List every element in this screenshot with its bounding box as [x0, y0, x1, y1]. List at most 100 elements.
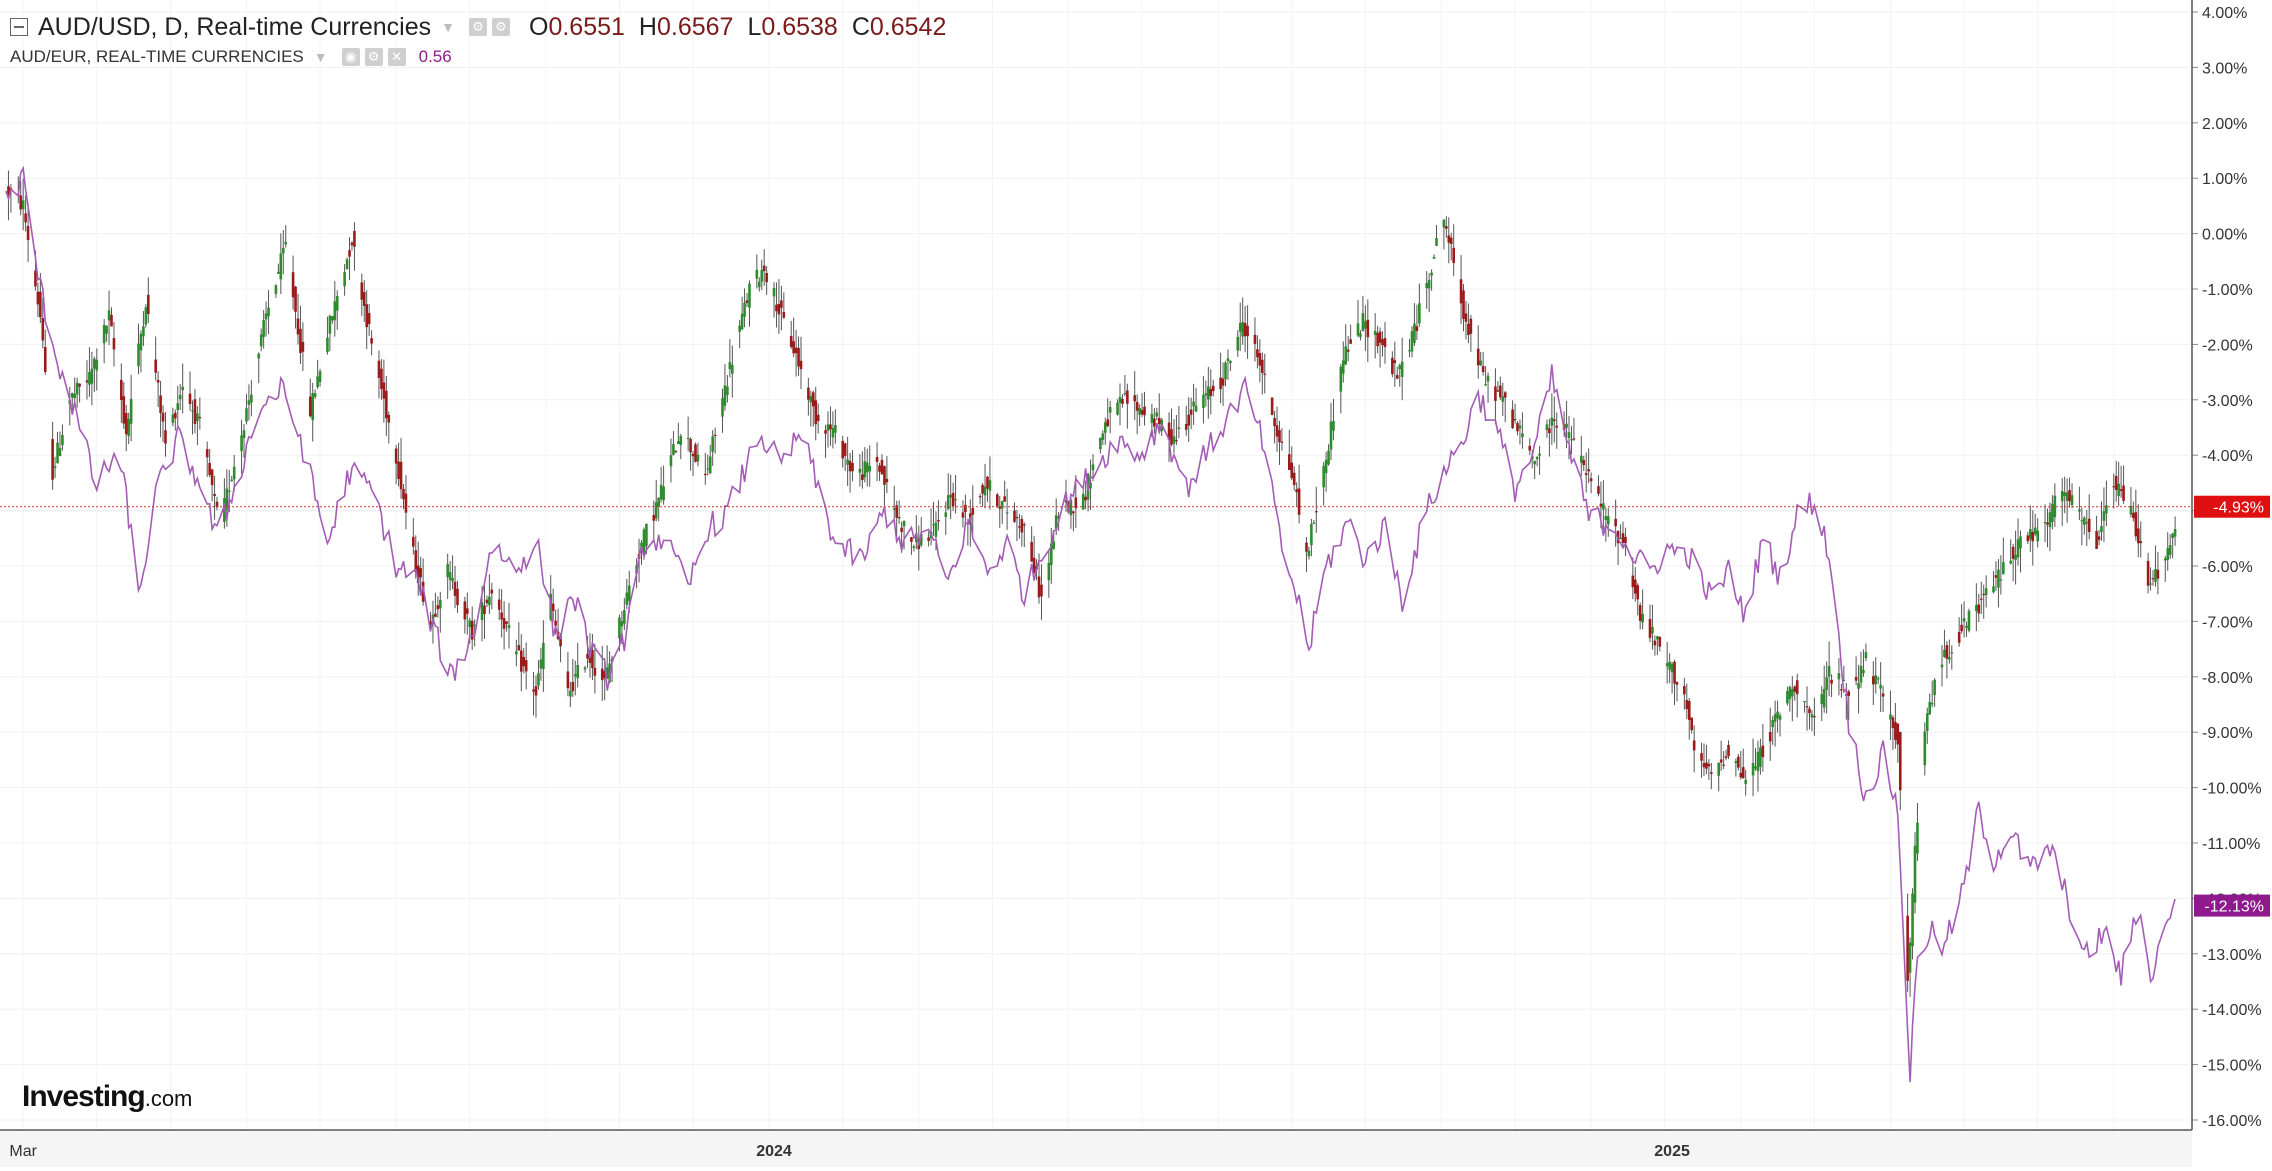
collapse-legend-button[interactable] [10, 18, 28, 36]
candle-body [1891, 717, 1895, 729]
candle-body [799, 360, 803, 370]
candle-body [1305, 542, 1308, 552]
candle-body [1494, 386, 1497, 401]
candle-body [1651, 626, 1654, 634]
candle-body [652, 515, 656, 521]
candle-body [313, 393, 317, 397]
candle-body [1579, 455, 1583, 463]
close-icon[interactable]: ✕ [387, 48, 406, 66]
candle-body [1280, 441, 1284, 443]
candle-body [2146, 560, 2150, 586]
candle-body [2063, 492, 2066, 496]
chevron-down-icon[interactable]: ▼ [313, 49, 328, 65]
candle-body [446, 564, 449, 578]
candle-body [1638, 605, 1642, 621]
candle-body [51, 439, 54, 480]
candle-body [2051, 503, 2054, 523]
candle-body [161, 412, 165, 422]
candle-body [1418, 303, 1421, 324]
candle-body [1099, 437, 1102, 450]
candle-body [694, 444, 697, 462]
candle-body [191, 410, 194, 412]
candle-body [706, 468, 710, 470]
candle-body [1140, 409, 1144, 415]
visibility-icon[interactable]: ◉ [341, 48, 360, 66]
candle-body [502, 618, 506, 629]
candle-body [713, 434, 717, 437]
candle-body [90, 368, 94, 384]
candle-body [944, 512, 948, 517]
candle-body [1459, 279, 1463, 304]
candle-body [971, 508, 975, 515]
candle-body [1081, 493, 1085, 510]
candle-body [740, 313, 744, 330]
candle-body [124, 413, 128, 435]
candle-body [1287, 454, 1291, 470]
candle-body [2139, 541, 2143, 544]
candle-body [308, 396, 312, 417]
candle-body [1037, 576, 1041, 598]
gear-icon[interactable]: ⚙ [364, 48, 383, 66]
candle-body [1700, 753, 1703, 761]
candle-body [912, 546, 916, 548]
candle-body [1791, 689, 1794, 697]
candle-body [370, 338, 373, 344]
candle-body [1685, 699, 1689, 710]
candle-body [95, 359, 99, 371]
candle-body [559, 635, 562, 647]
candle-body [1103, 422, 1107, 433]
candle-body [814, 400, 818, 425]
candle-body [36, 291, 40, 305]
settings-icon[interactable]: ⚙ [469, 18, 487, 36]
candle-body [296, 318, 300, 335]
candle-body [1889, 714, 1892, 720]
candle-body [1018, 526, 1021, 528]
compare-series-title[interactable]: AUD/EUR, REAL-TIME CURRENCIES [10, 47, 304, 66]
candle-body [2048, 512, 2052, 528]
candle-body [895, 505, 899, 518]
candle-body [139, 333, 143, 351]
open-label: O [529, 12, 549, 41]
candle-body [1366, 319, 1370, 338]
candle-body [2080, 520, 2084, 522]
candle-body [1261, 359, 1264, 374]
candle-body [1864, 652, 1868, 659]
candle-body [1373, 330, 1377, 335]
candle-body [85, 380, 89, 383]
candle-body [2105, 505, 2108, 514]
candle-body [1432, 256, 1436, 259]
open-value: 0.6551 [548, 12, 625, 41]
candle-body [1624, 536, 1627, 544]
candle-body [534, 686, 538, 696]
candle-body [1994, 575, 1998, 578]
candle-body [1339, 366, 1343, 392]
candle-body [1984, 588, 1988, 596]
candle-body [488, 596, 491, 606]
candle-body [377, 360, 381, 378]
candle-body [73, 394, 77, 399]
candle-body [1032, 557, 1036, 574]
candle-body [1683, 686, 1686, 695]
candle-body [397, 461, 400, 480]
candle-body [1879, 684, 1882, 689]
candle-body [193, 399, 197, 424]
chevron-down-icon[interactable]: ▼ [441, 19, 455, 35]
candle-body [1948, 657, 1951, 660]
candle-body [1945, 645, 1949, 659]
candle-body [1597, 486, 1600, 494]
candle-body [1072, 511, 1075, 514]
candle-body [539, 659, 543, 669]
candle-body [919, 534, 923, 546]
candle-body [34, 270, 37, 287]
candle-body [2031, 531, 2035, 542]
candle-body [404, 493, 408, 513]
candle-body [831, 428, 835, 438]
candle-body [1641, 613, 1644, 623]
candle-body [470, 620, 474, 640]
main-series-title[interactable]: AUD/USD, D, Real-time Currencies [38, 12, 432, 41]
candle-body [816, 414, 820, 421]
candle-body [1992, 586, 1995, 593]
gear-icon[interactable]: ⚙ [492, 18, 510, 36]
candle-body [58, 448, 62, 457]
